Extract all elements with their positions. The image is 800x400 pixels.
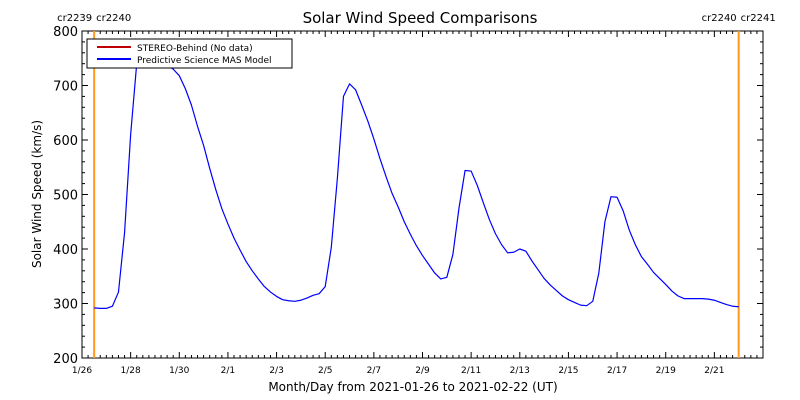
series-line-0 — [94, 38, 739, 309]
legend-label: Predictive Science MAS Model — [137, 56, 272, 66]
plot-area: 200 300 400 500 600 700 800 1/26 1/28 1/30 2/1 2/3 2… — [53, 13, 776, 376]
x-tick-label: 2/17 — [607, 366, 627, 376]
y-axis-label: Solar Wind Speed (km/s) — [30, 120, 44, 268]
x-tick-label: 2/9 — [415, 366, 430, 376]
x-tick-label: 1/28 — [121, 366, 141, 376]
x-tick-label: 2/15 — [558, 366, 578, 376]
y-tick-label: 700 — [53, 80, 78, 95]
x-tick-label: 2/1 — [221, 366, 235, 376]
x-tick-label: 2/21 — [704, 366, 724, 376]
y-tick-label: 200 — [53, 352, 78, 367]
x-tick-label: 2/5 — [318, 366, 332, 376]
x-tick-label: 2/7 — [367, 366, 381, 376]
legend-box — [86, 38, 293, 69]
y-tick-label: 400 — [53, 243, 78, 258]
y-tick-label: 500 — [53, 189, 78, 204]
x-axis-label: Month/Day from 2021-01-26 to 2021-02-22 … — [268, 380, 557, 394]
x-tick-label: 2/3 — [269, 366, 283, 376]
carrington-label: cr2239 — [57, 13, 92, 24]
carrington-label: cr2241 — [741, 13, 776, 24]
chart-title: Solar Wind Speed Comparisons — [303, 9, 538, 27]
x-tick-label: 2/11 — [461, 366, 481, 376]
y-tick-label: 300 — [53, 298, 78, 313]
carrington-label: cr2240 — [702, 13, 737, 24]
x-tick-label: 1/30 — [169, 366, 189, 376]
x-tick-label: 2/19 — [656, 366, 676, 376]
y-tick-label: 800 — [53, 25, 78, 40]
y-tick-label: 600 — [53, 134, 78, 149]
x-tick-label: 1/26 — [72, 366, 92, 376]
carrington-label: cr2240 — [96, 13, 131, 24]
x-tick-label: 2/13 — [510, 366, 530, 376]
legend-label: STEREO-Behind (No data) — [137, 44, 253, 54]
